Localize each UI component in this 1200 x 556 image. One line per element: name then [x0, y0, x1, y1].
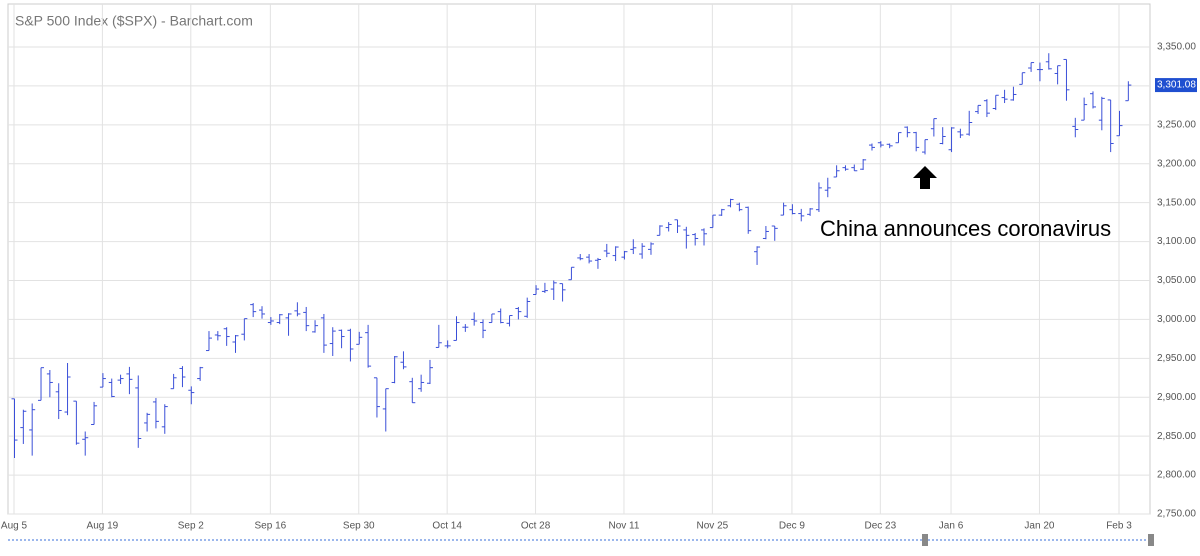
- y-tick-label: 2,800.00: [1157, 470, 1196, 481]
- y-tick-label: 3,350.00: [1157, 42, 1196, 53]
- x-tick-label: Oct 14: [432, 521, 462, 532]
- y-tick-label: 2,750.00: [1157, 509, 1196, 520]
- x-tick-label: Dec 9: [779, 521, 806, 532]
- price-marker: [1155, 78, 1197, 93]
- plot-frame: [7, 3, 1151, 515]
- chart-title: S&P 500 Index ($SPX) - Barchart.com: [15, 13, 253, 29]
- labels: 2,750.00 2,800.00 2,850.00 2,900.00 2,950.00…: [1, 42, 1197, 532]
- y-tick-label: 3,050.00: [1157, 275, 1196, 286]
- scroll-handle[interactable]: [922, 534, 928, 546]
- x-tick-label: Nov 11: [608, 521, 639, 532]
- bars: [11, 53, 1132, 458]
- x-tick-label: Dec 23: [864, 521, 896, 532]
- x-tick-label: Feb 3: [1106, 521, 1132, 532]
- y-tick-label: 3,200.00: [1157, 158, 1196, 169]
- price-marker-label: 3,301.08: [1157, 80, 1196, 91]
- y-tick-label: 2,950.00: [1157, 353, 1196, 364]
- y-tick-label: 3,100.00: [1157, 236, 1196, 247]
- y-tick-label: 3,250.00: [1157, 119, 1196, 130]
- x-tick-label: Jan 20: [1024, 521, 1054, 532]
- x-tick-label: Oct 28: [521, 521, 551, 532]
- y-tick-label: 2,900.00: [1157, 392, 1196, 403]
- y-tick-label: 2,850.00: [1157, 431, 1196, 442]
- x-tick-label: Aug 5: [1, 521, 28, 532]
- x-tick-label: Sep 2: [178, 521, 205, 532]
- annotation-arrow: [913, 166, 937, 189]
- y-tick-label: 3,150.00: [1157, 197, 1196, 208]
- grid: [8, 4, 1150, 515]
- annotation: China announces coronavirus: [820, 216, 1111, 241]
- x-tick-label: Sep 16: [255, 521, 287, 532]
- x-tick-label: Aug 19: [87, 521, 119, 532]
- x-tick-label: Sep 30: [343, 521, 375, 532]
- x-tick-label: Nov 25: [697, 521, 729, 532]
- y-tick-label: 3,000.00: [1157, 314, 1196, 325]
- x-tick-label: Jan 6: [939, 521, 964, 532]
- scroll-handle[interactable]: [1148, 534, 1154, 546]
